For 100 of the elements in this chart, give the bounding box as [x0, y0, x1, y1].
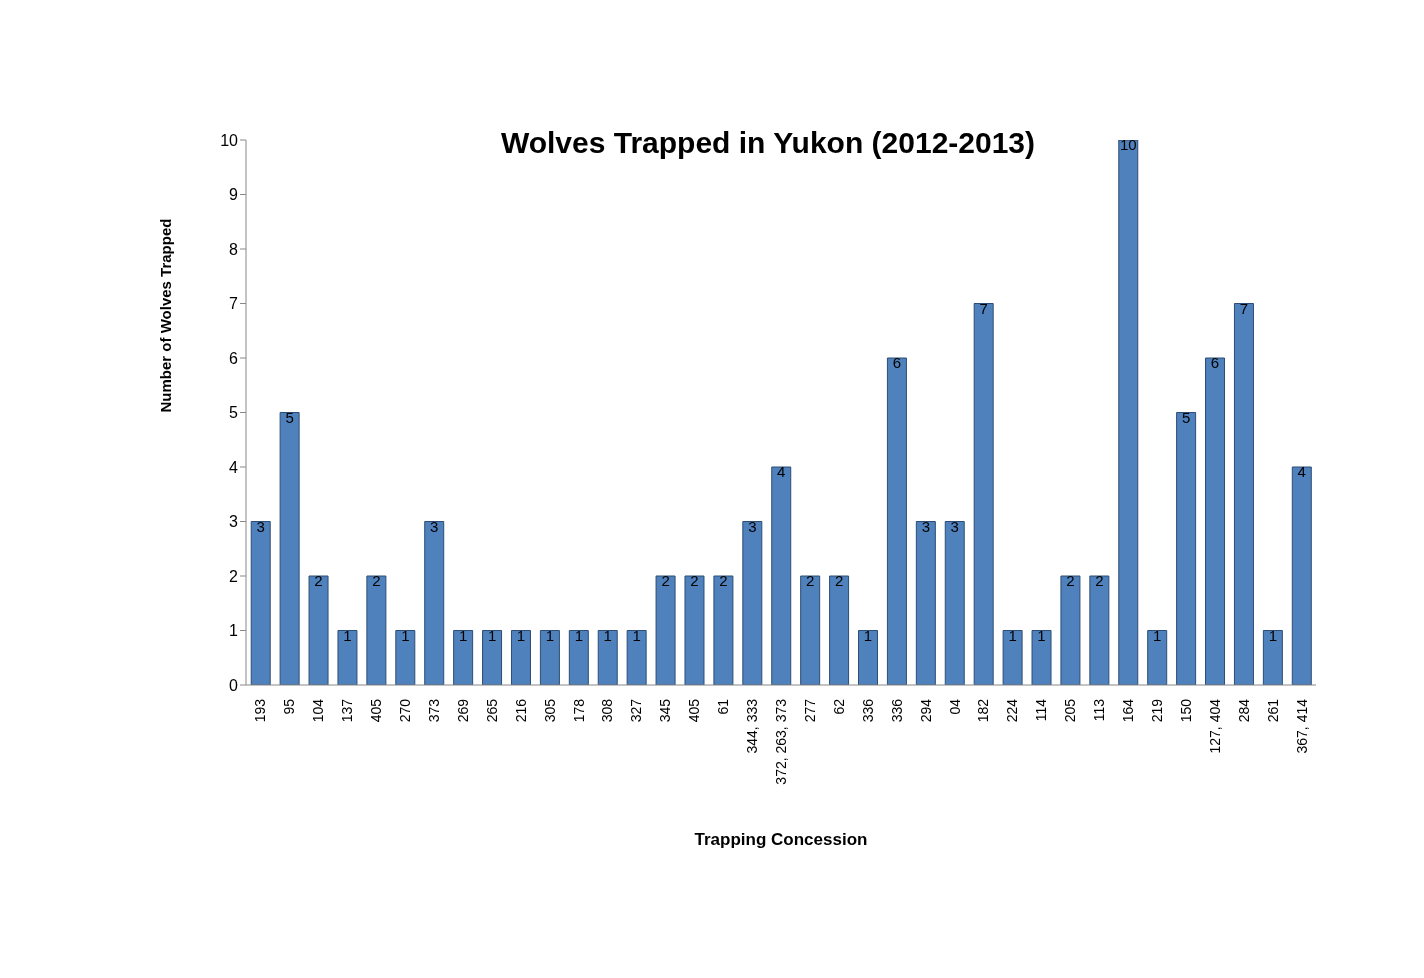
data-label: 1: [458, 626, 468, 644]
data-label: 1: [632, 626, 641, 644]
x-tick-label: 284: [1235, 698, 1252, 723]
x-tick-label: 336: [859, 698, 876, 723]
data-label: 7: [979, 299, 988, 317]
bar: [453, 630, 474, 685]
data-label: 1: [1008, 626, 1017, 644]
y-tick-label: 1: [229, 622, 239, 640]
x-tick-label: 219: [1148, 698, 1165, 723]
bar: [1262, 630, 1283, 685]
bar: [1002, 630, 1023, 685]
data-label: 1: [863, 626, 873, 644]
data-label: 10: [1119, 136, 1137, 153]
data-label: 2: [314, 572, 323, 589]
bar: [1233, 303, 1254, 685]
bar: [742, 521, 763, 685]
y-axis-title: Number of Wolves Trapped: [157, 218, 175, 413]
data-label: 1: [401, 626, 410, 644]
bar: [482, 630, 503, 685]
bar: [1031, 630, 1052, 685]
x-tick-label: 305: [541, 698, 558, 723]
data-label: 5: [1181, 408, 1191, 426]
x-tick-label: 113: [1091, 698, 1108, 722]
x-tick-label: 294: [917, 698, 934, 723]
data-label: 2: [661, 572, 670, 589]
y-tick-label: 9: [229, 186, 239, 204]
bar: [915, 521, 936, 685]
x-tick-label: 193: [252, 698, 269, 723]
x-tick-label: 373: [425, 698, 442, 723]
y-tick-label: 5: [229, 404, 239, 422]
y-tick-label: 2: [229, 567, 239, 585]
data-label: 2: [1095, 572, 1104, 589]
x-tick-label: 205: [1062, 698, 1079, 723]
x-tick-label: 367, 414: [1293, 698, 1310, 754]
bar: [337, 630, 358, 685]
data-label: 2: [719, 572, 728, 589]
x-tick-label: 405: [686, 698, 703, 723]
bar: [424, 521, 445, 685]
data-label: 1: [516, 626, 526, 644]
x-tick-label: 127, 404: [1206, 698, 1223, 754]
bar: [1147, 630, 1168, 685]
y-tick-label: 3: [229, 513, 239, 531]
x-tick-label: 336: [888, 698, 905, 723]
bar: [858, 630, 878, 685]
data-label: 2: [690, 572, 699, 589]
y-tick-label: 7: [229, 295, 239, 313]
chart-title: Wolves Trapped in Yukon (2012-2013): [499, 126, 1037, 160]
bar: [886, 357, 907, 685]
y-tick-label: 8: [229, 240, 239, 258]
data-label: 2: [372, 572, 381, 589]
x-tick-label: 164: [1120, 698, 1137, 723]
data-label: 1: [487, 626, 497, 644]
data-label: 1: [1153, 626, 1162, 644]
x-tick-label: 04: [946, 698, 963, 715]
x-tick-label: 104: [310, 698, 327, 723]
bar: [626, 630, 647, 685]
y-tick-label: 4: [229, 458, 239, 476]
data-label: 6: [1210, 354, 1220, 371]
x-tick-label: 216: [512, 698, 529, 723]
bar: [395, 630, 416, 685]
bar: [684, 575, 705, 685]
bar: [771, 466, 792, 685]
x-tick-label: 150: [1177, 698, 1194, 723]
data-label: 5: [285, 408, 294, 426]
bar: [308, 575, 329, 685]
data-label: 1: [343, 626, 352, 644]
bar: [655, 575, 676, 685]
x-tick-label: 95: [281, 698, 298, 715]
bar: [973, 303, 994, 685]
x-tick-label: 61: [715, 698, 732, 715]
data-label: 2: [834, 572, 844, 589]
bar: [279, 412, 300, 685]
data-label: 3: [256, 517, 265, 535]
data-label: 1: [1037, 626, 1046, 644]
x-tick-label: 114: [1033, 698, 1050, 722]
data-label: 1: [545, 626, 555, 644]
data-label: 2: [805, 572, 815, 589]
bar: [597, 630, 618, 685]
data-label: 4: [1297, 463, 1306, 480]
data-label: 3: [748, 517, 757, 535]
x-tick-label: 269: [454, 698, 471, 723]
data-label: 1: [1268, 626, 1278, 644]
x-tick-label: 345: [657, 698, 674, 723]
bar: [1089, 575, 1110, 685]
bar: [829, 575, 850, 685]
x-tick-label: 270: [397, 698, 414, 723]
x-tick-label: 265: [483, 698, 500, 723]
data-label: 7: [1239, 299, 1249, 317]
x-tick-label: 308: [599, 698, 616, 723]
bar: [539, 630, 560, 685]
bar: [1118, 140, 1139, 685]
x-tick-label: 182: [975, 698, 992, 723]
bar: [1291, 466, 1312, 685]
bar: [568, 630, 589, 685]
x-tick-label: 137: [339, 698, 356, 723]
x-tick-label: 405: [368, 698, 385, 723]
y-tick-label: 0: [229, 676, 239, 694]
data-label: 3: [430, 517, 439, 535]
bar: [250, 521, 271, 685]
x-tick-label: 327: [628, 698, 645, 723]
